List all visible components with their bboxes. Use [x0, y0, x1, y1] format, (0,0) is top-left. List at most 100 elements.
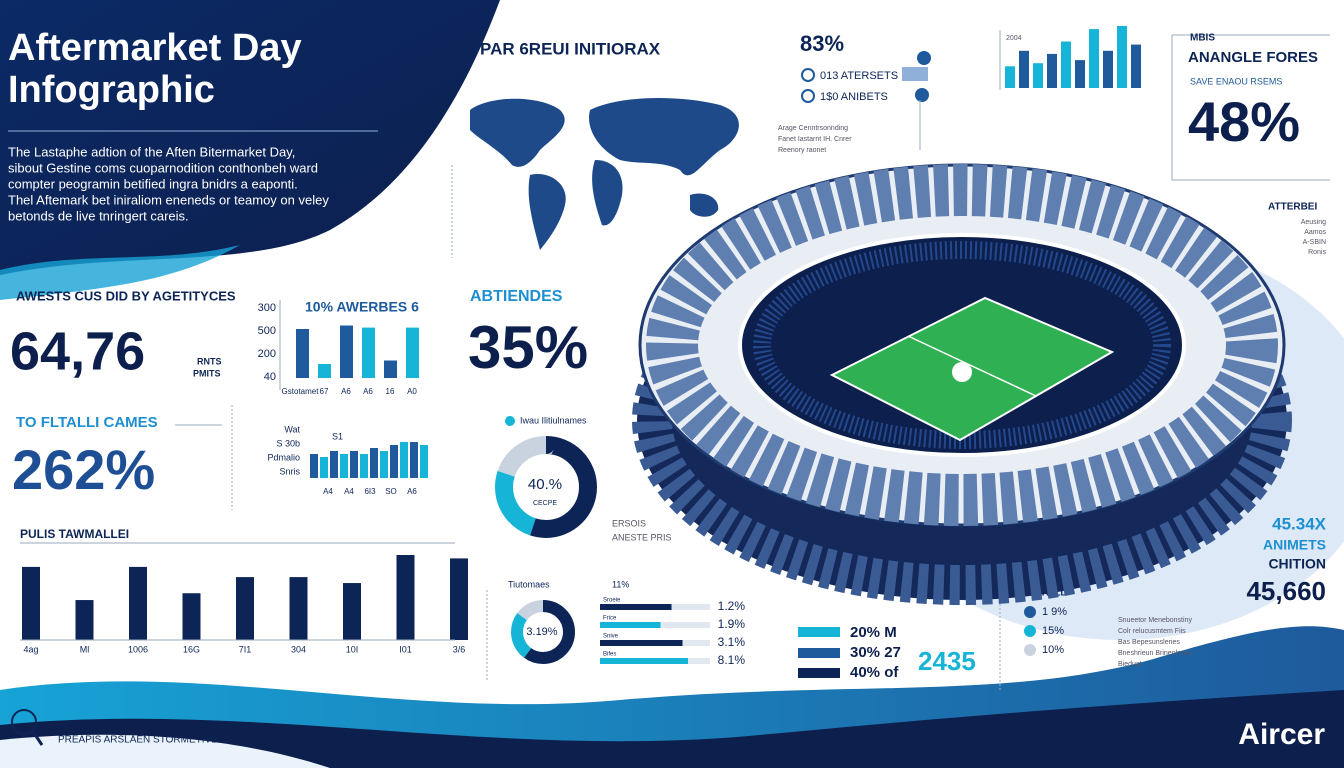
icon-ring: [11, 709, 37, 735]
bar: [343, 583, 361, 640]
hbar-text: 8.1%: [718, 653, 746, 667]
hbar-text: 1.9%: [718, 617, 746, 631]
note: Arage Cenntrsonnding: [778, 125, 848, 132]
bar: [1075, 60, 1085, 88]
bottom-wave-dark: [0, 690, 1344, 768]
bar: [1089, 29, 1099, 89]
note: Aeusing: [1301, 219, 1326, 226]
x-label: 16G: [183, 644, 200, 654]
tags: 20% M 30% 27 40% of: [798, 624, 901, 681]
stat-value: 64,76: [10, 321, 145, 381]
description-line: The Lastaphe adtion of the Aften Biterma…: [8, 144, 295, 159]
bar: [289, 577, 308, 640]
pitch: [829, 296, 1115, 442]
bar: [75, 600, 94, 640]
x-label: A6: [363, 387, 373, 396]
bar: [1047, 53, 1057, 88]
top-item: 1$0 ANIBETS: [820, 91, 888, 103]
bar: [420, 445, 428, 478]
tag: 20% M: [850, 624, 897, 641]
legend-text: 10%: [1042, 644, 1064, 656]
note: Bas Bepesunsleries: [1118, 639, 1180, 646]
hbar-text: 3.1%: [718, 635, 746, 649]
bar: [1005, 66, 1015, 88]
bar: [400, 442, 408, 478]
description-line: betonds de live tnringert careis.: [8, 208, 189, 223]
axis-label: 40: [264, 371, 276, 383]
axis-label: Snris: [279, 466, 300, 476]
note: Ronis: [1308, 249, 1326, 256]
right-title: ANANGLE FORES: [1188, 49, 1318, 66]
badge: [917, 51, 931, 65]
chart-title: 10% AWERBES 6: [305, 299, 419, 315]
hbar: [600, 658, 688, 664]
x-label: 16: [386, 387, 395, 396]
x-label: 1006: [128, 644, 148, 654]
note: Bneshrieun Brinenlnous: [1118, 650, 1193, 657]
legend-text: 15%: [1042, 625, 1064, 637]
donut-caption: ERSOIS: [612, 518, 646, 528]
crowd: [753, 241, 1171, 449]
hbar-label: Sroeie: [603, 598, 621, 604]
stat-value: 35%: [468, 314, 588, 381]
donut-center: CECPE: [533, 500, 557, 507]
bar: [350, 451, 358, 478]
legend-text: 1 9%: [1042, 606, 1067, 618]
right-value: 48%: [1188, 90, 1300, 153]
donut-center: 3.19%: [526, 626, 557, 638]
bar: [450, 558, 468, 640]
legend-text: Tiutomaes: [508, 579, 550, 589]
stat-value: 262%: [12, 438, 155, 501]
bar: [340, 325, 353, 378]
footer-text: PREAPIS ARSLAEN STORMETIVE: [58, 735, 218, 746]
hbar: [600, 640, 683, 646]
bar: [396, 555, 415, 640]
stat-label: AWESTS CUS DID BY AGETITYCES: [16, 288, 236, 303]
bar: [320, 457, 328, 478]
stat-line: ANIMETS: [1263, 537, 1326, 553]
top-notes: Arage Cenntrsonnding Fanet Iastarnt IH. …: [778, 125, 852, 154]
pitch-line: [907, 335, 1037, 397]
continent: [592, 160, 623, 226]
bar: [310, 454, 318, 478]
stat-value: 45,660: [1246, 576, 1326, 606]
x-label: 3/6: [453, 644, 466, 654]
bar: [340, 454, 348, 478]
check: [801, 68, 815, 82]
bar: [296, 329, 309, 378]
description-line: Thel Aftemark bet iniraliom eneneds or t…: [8, 192, 329, 207]
stat-line: 45.34X: [1272, 514, 1327, 533]
legend-text: 11%: [612, 579, 629, 589]
bar: [1019, 50, 1029, 88]
footer-panel: [0, 734, 330, 768]
x-label: 10I: [346, 644, 359, 654]
x-label: 4ag: [23, 644, 38, 654]
bar: [236, 577, 254, 640]
tag-chip: [798, 668, 840, 678]
description-line: sibout Gestine coms cuoparnodition conth…: [8, 160, 318, 175]
header-accent: [0, 245, 240, 300]
axis-label: 500: [258, 325, 276, 337]
continent: [589, 98, 739, 176]
bar: [182, 593, 201, 640]
continent: [690, 193, 719, 217]
map-title: PAR 6REUI INITIORAX: [480, 39, 661, 58]
bar: [360, 454, 368, 478]
bar: [1103, 50, 1113, 88]
bar: [390, 445, 398, 478]
x-label: A4: [323, 487, 333, 496]
check: [801, 89, 815, 103]
x-label: 6I3: [364, 487, 376, 496]
side-title: ATTERBEI: [1268, 202, 1317, 213]
note: Fanet Iastarnt IH. Cnrer: [778, 136, 852, 143]
bar: [1061, 41, 1071, 88]
axis-label: 300: [258, 302, 276, 314]
side-notes: Aeusing Aamos A-SBIN Ronis: [1301, 219, 1327, 256]
footer-icon: [11, 709, 44, 746]
hbar-label: Snive: [603, 634, 619, 640]
x-label: I01: [399, 644, 412, 654]
stat-unit: RNTS: [197, 356, 222, 366]
bar: [1117, 26, 1127, 88]
right-subtitle: SAVE ENAOU RSEMS: [1190, 76, 1282, 86]
